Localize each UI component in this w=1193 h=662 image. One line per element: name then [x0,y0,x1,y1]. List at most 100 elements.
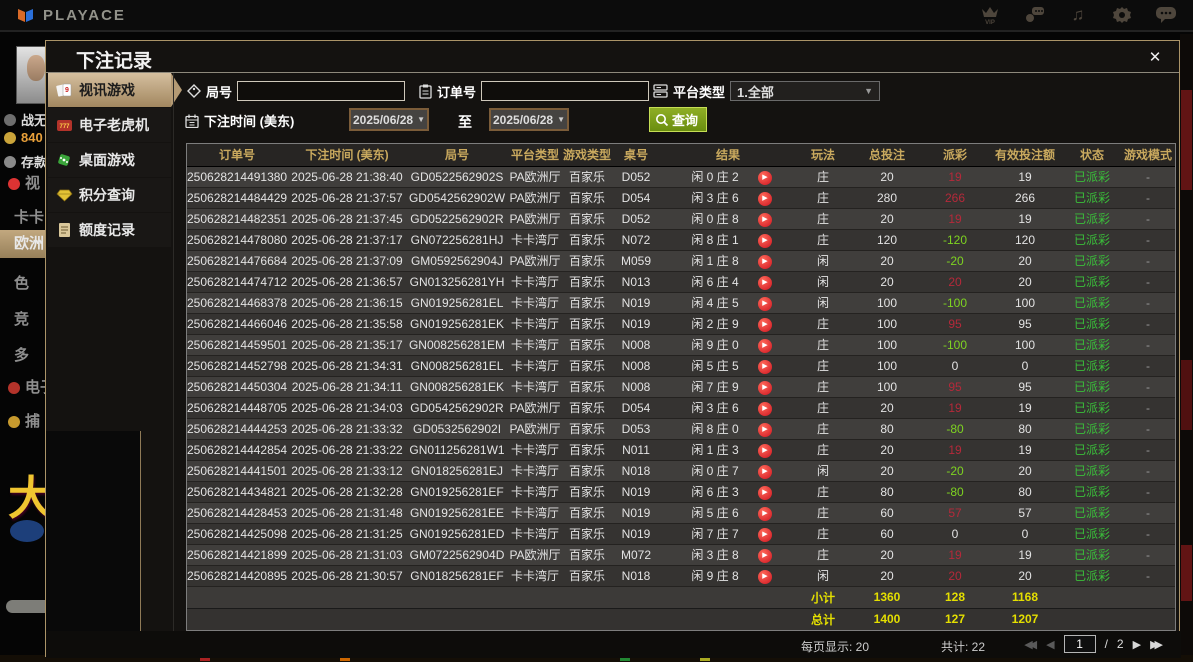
cell-mode: - [1121,439,1175,461]
cell-time: 2025-06-28 21:32:28 [287,481,407,503]
cell-valid: 80 [987,418,1063,440]
replay-play-button[interactable]: ▶ [758,485,772,500]
cell-type: 百家乐 [563,313,611,335]
date-from-picker[interactable]: 2025/06/28 ▼ [349,108,429,131]
cell-type: 百家乐 [563,439,611,461]
search-button[interactable]: 查询 [649,107,708,132]
tab-points-query[interactable]: 积分查询 [48,178,171,212]
cell-platform: 卡卡湾厅 [507,334,563,356]
cell-status: 已派彩 [1063,250,1121,272]
cell-table: D052 [611,208,661,230]
modal-titlebar: 下注记录 ✕ [46,41,1179,73]
replay-play-button[interactable]: ▶ [758,464,772,479]
chat-icon[interactable] [1155,5,1177,25]
username: 战无 [21,113,48,128]
table-row: 250628214421899 2025-06-28 21:31:03 GM0722… [187,544,1175,566]
date-to-picker[interactable]: 2025/06/28 ▼ [489,108,569,131]
tab-table-games[interactable]: 桌面游戏 [48,143,171,177]
replay-play-button[interactable]: ▶ [758,506,772,521]
cell-time: 2025-06-28 21:31:03 [287,544,407,566]
replay-play-button[interactable]: ▶ [758,359,772,374]
cell-type: 百家乐 [563,355,611,377]
balance: 840 [21,130,43,145]
replay-play-button[interactable]: ▶ [758,191,772,206]
tab-slots[interactable]: 777 电子老虎机 [48,108,171,142]
platform-select[interactable]: 1.全部 ▼ [730,81,881,101]
cell-status: 已派彩 [1063,271,1121,293]
col-order-no: 订单号 [187,144,287,167]
cell-play: 庄 [795,544,851,566]
first-page-icon[interactable]: ◀◀ [1024,638,1037,651]
replay-play-button[interactable]: ▶ [758,233,772,248]
replay-play-button[interactable]: ▶ [758,422,772,437]
cell-valid: 20 [987,460,1063,482]
svg-text:777: 777 [59,124,70,130]
replay-play-button[interactable]: ▶ [758,212,772,227]
replay-play-button[interactable]: ▶ [758,254,772,269]
table-row: 250628214448705 2025-06-28 21:34:03 GD0542… [187,397,1175,419]
result-text: 闲 5 庄 5 [691,359,739,373]
cell-status: 已派彩 [1063,460,1121,482]
svg-text:VIP: VIP [985,20,995,25]
last-page-icon[interactable]: ▶▶ [1150,638,1163,651]
calendar-icon [185,114,199,128]
col-result: 结果 [661,144,795,167]
subtotal-row: 小计 1360 128 1168 [187,585,1175,608]
tab-video-games[interactable]: 9 视讯游戏 [48,73,182,107]
customer-service-icon[interactable] [1023,5,1045,25]
replay-play-button[interactable]: ▶ [758,170,772,185]
cell-time: 2025-06-28 21:35:17 [287,334,407,356]
replay-play-button[interactable]: ▶ [758,380,772,395]
cell-status: 已派彩 [1063,523,1121,545]
next-page-icon[interactable]: ▶ [1132,638,1142,651]
settings-gear-icon[interactable] [1111,5,1133,25]
replay-play-button[interactable]: ▶ [758,296,772,311]
cell-bet: 80 [851,481,923,503]
order-no-input[interactable] [481,81,650,101]
vip-icon[interactable]: VIP [979,5,1001,26]
cell-table: N008 [611,334,661,356]
game-no-input[interactable] [237,81,406,101]
cell-mode: - [1121,376,1175,398]
total-bet: 1400 [851,607,923,630]
result-text: 闲 9 庄 8 [691,569,739,583]
cell-game: GD0542562902W [407,187,507,209]
cell-payout: 0 [923,523,987,545]
col-bet-time: 下注时间 (美东) [287,144,407,167]
panel-divider [173,73,174,657]
cell-time: 2025-06-28 21:31:48 [287,502,407,524]
replay-play-button[interactable]: ▶ [758,338,772,353]
tab-credit-records[interactable]: 额度记录 [48,213,171,247]
cell-table: D054 [611,397,661,419]
cell-platform: PA欧洲厅 [507,397,563,419]
cell-table: N019 [611,502,661,524]
replay-play-button[interactable]: ▶ [758,317,772,332]
cell-valid: 100 [987,334,1063,356]
cell-mode: - [1121,460,1175,482]
col-table-no: 桌号 [611,144,661,167]
replay-play-button[interactable]: ▶ [758,275,772,290]
cell-valid: 0 [987,523,1063,545]
music-icon[interactable]: ♫ [1071,5,1085,24]
replay-play-button[interactable]: ▶ [758,527,772,542]
subtotal-label: 小计 [795,585,851,608]
replay-play-button[interactable]: ▶ [758,548,772,563]
replay-play-button[interactable]: ▶ [758,569,772,584]
replay-play-button[interactable]: ▶ [758,443,772,458]
page-number-input[interactable] [1063,635,1096,653]
table-row: 250628214452798 2025-06-28 21:34:31 GN0082… [187,355,1175,377]
search-icon [656,113,669,126]
replay-play-button[interactable]: ▶ [758,401,772,416]
cell-platform: PA欧洲厅 [507,250,563,272]
cell-valid: 19 [987,166,1063,188]
table-row: 250628214434821 2025-06-28 21:32:28 GN0192… [187,481,1175,503]
cell-order: 250628214459501 [187,334,287,356]
modal-tabs: 9 视讯游戏 777 电子老虎机 桌面游戏 积分查询 额度记录 [48,73,182,248]
cell-table: N072 [611,229,661,251]
col-payout: 派彩 [923,144,987,167]
close-icon[interactable]: ✕ [1148,49,1162,66]
cell-result: 闲 5 庄 5 ▶ [661,355,795,377]
cell-play: 庄 [795,334,851,356]
lobby-nav-sedie: 色 [14,275,30,292]
prev-page-icon[interactable]: ◀ [1046,638,1055,651]
